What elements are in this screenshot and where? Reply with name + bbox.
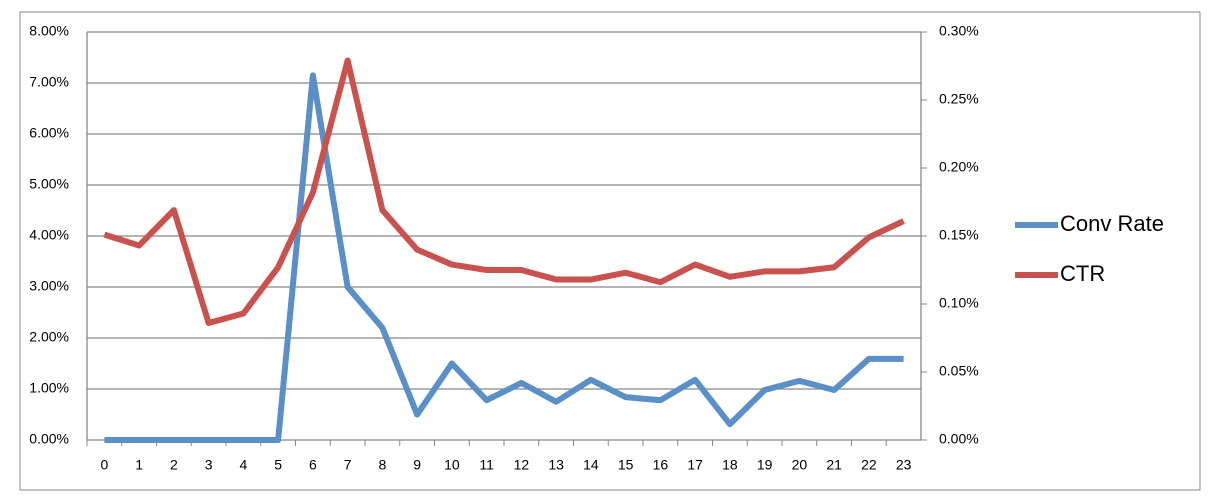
x-tick-label: 8 <box>378 457 386 473</box>
x-tick-label: 12 <box>514 457 530 473</box>
x-tick-label: 2 <box>170 457 178 473</box>
y2-tick-label: 0.30% <box>939 23 979 39</box>
y-tick-label: 7.00% <box>29 74 69 90</box>
x-tick-label: 14 <box>583 457 599 473</box>
x-tick-label: 21 <box>826 457 842 473</box>
chart-frame <box>19 11 1201 491</box>
x-tick-label: 5 <box>274 457 282 473</box>
x-tick-label: 11 <box>479 457 494 473</box>
y-tick-label: 5.00% <box>29 176 69 192</box>
y-tick-label: 1.00% <box>29 380 69 396</box>
x-tick-label: 7 <box>344 457 352 473</box>
y2-tick-label: 0.20% <box>939 159 979 175</box>
y2-tick-label: 0.15% <box>939 227 979 243</box>
y-tick-label: 6.00% <box>29 125 69 141</box>
x-tick-label: 9 <box>413 457 421 473</box>
y2-tick-label: 0.10% <box>939 295 979 311</box>
x-tick-label: 3 <box>205 457 213 473</box>
x-tick-label: 19 <box>757 457 773 473</box>
x-tick-label: 0 <box>100 457 108 473</box>
x-tick-label: 20 <box>792 457 808 473</box>
x-tick-label: 15 <box>618 457 634 473</box>
y-tick-label: 4.00% <box>29 227 69 243</box>
y2-tick-label: 0.25% <box>939 91 979 107</box>
y2-tick-label: 0.00% <box>939 431 979 447</box>
y-tick-label: 2.00% <box>29 329 69 345</box>
y-tick-label: 3.00% <box>29 278 69 294</box>
y-tick-label: 0.00% <box>29 431 69 447</box>
x-tick-label: 13 <box>548 457 564 473</box>
y2-tick-label: 0.05% <box>939 363 979 379</box>
legend-label: CTR <box>1060 261 1105 286</box>
x-tick-label: 10 <box>444 457 460 473</box>
x-tick-label: 18 <box>722 457 738 473</box>
series-line <box>104 72 904 443</box>
x-tick-label: 22 <box>861 457 877 473</box>
y-tick-label: 8.00% <box>29 23 69 39</box>
x-tick-label: 1 <box>135 457 143 473</box>
x-tick-label: 17 <box>687 457 703 473</box>
x-tick-label: 4 <box>239 457 247 473</box>
x-tick-label: 23 <box>896 457 912 473</box>
x-tick-label: 16 <box>653 457 669 473</box>
series-line <box>103 57 905 327</box>
x-tick-label: 6 <box>309 457 317 473</box>
legend-label: Conv Rate <box>1060 211 1164 236</box>
